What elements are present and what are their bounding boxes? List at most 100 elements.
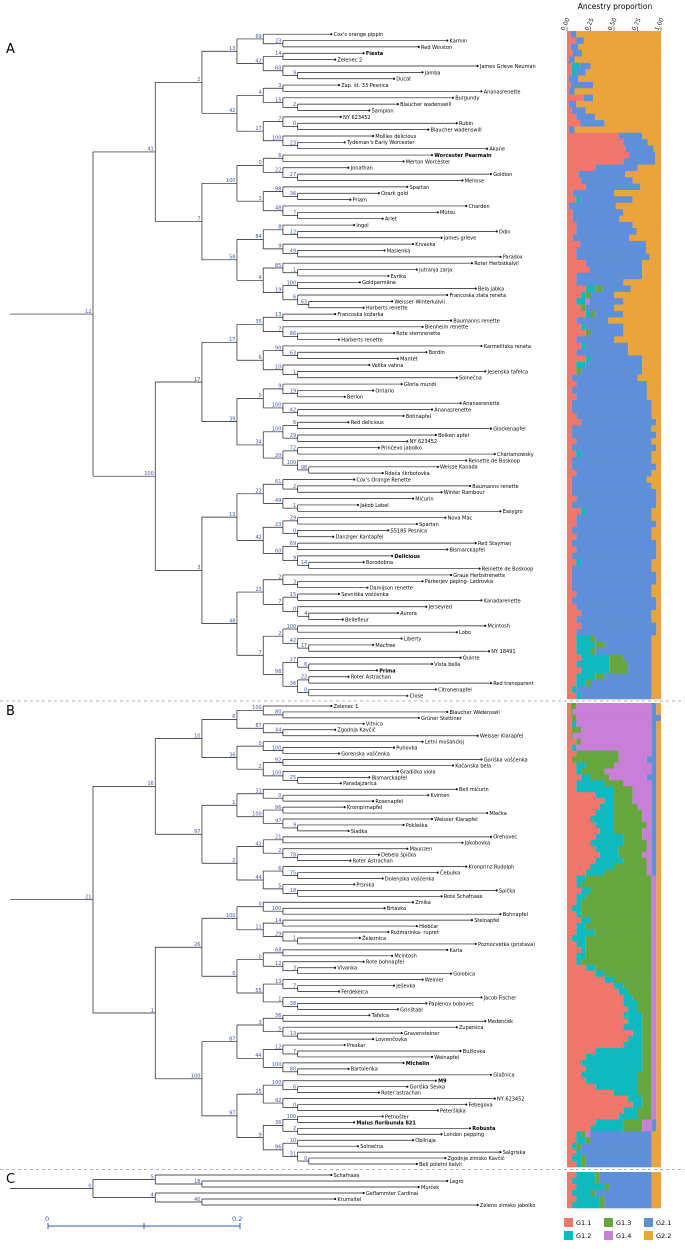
ancestry-bar-segment — [656, 786, 661, 793]
support-value: 29 — [290, 433, 296, 439]
ancestry-bar-segment — [571, 107, 586, 114]
ancestry-bar-segment — [567, 708, 571, 716]
taxon-label: Beli mičurin — [459, 786, 489, 793]
ancestry-bar-segment — [570, 732, 573, 739]
ancestry-bar-segment — [628, 349, 661, 356]
ancestry-bar-segment — [567, 929, 577, 936]
taxon-label: Bordin — [429, 350, 445, 356]
ancestry-bar-segment — [656, 905, 661, 912]
ancestry-bar-segment — [567, 869, 586, 876]
ancestry-bar-segment — [570, 708, 573, 716]
ancestry-bar-segment — [656, 881, 661, 888]
ancestry-bar-segment — [629, 234, 661, 242]
ancestry-bar-segment — [576, 279, 624, 286]
ancestry-bar-segment — [642, 833, 652, 841]
support-value: 2 — [293, 484, 296, 490]
ancestry-bar-segment — [581, 1071, 638, 1079]
ancestry-bar-segment — [656, 875, 661, 882]
taxon-label: Dolenjska voščenka — [385, 875, 435, 882]
ancestry-bar-segment — [595, 821, 614, 829]
taxon-label: Jamba — [424, 70, 441, 76]
taxon-label: Jonathan — [350, 166, 373, 172]
ancestry-bar-segment — [651, 457, 661, 464]
ancestry-bar-segment — [642, 1059, 652, 1067]
ancestry-bar-segment — [567, 946, 582, 954]
ancestry-bar-segment — [572, 732, 652, 739]
ancestry-bar-segment — [580, 196, 633, 204]
ancestry-bar-segment — [568, 75, 579, 83]
ancestry-bar-segment — [651, 1149, 661, 1156]
ancestry-bar-segment — [651, 1071, 657, 1079]
support-value: 100 — [272, 1062, 282, 1068]
ancestry-bar-segment — [651, 994, 657, 1001]
ancestry-bar-segment — [571, 62, 580, 70]
support-value: 100 — [226, 178, 236, 184]
ancestry-bar-segment — [585, 310, 591, 318]
ancestry-bar-segment — [646, 476, 661, 483]
taxon-label: Goldion — [493, 172, 512, 178]
ancestry-bar-segment — [581, 1059, 643, 1067]
support-value: 5 — [151, 1174, 154, 1180]
ancestry-bar-segment — [581, 738, 652, 745]
taxon-label: Blenheim renette — [425, 325, 468, 331]
ancestry-bar-segment — [602, 285, 631, 293]
ancestry-bar-segment — [567, 310, 586, 318]
legend-label: G2.2 — [656, 1231, 672, 1240]
ancestry-bar-segment — [656, 756, 661, 763]
ancestry-bar-segment — [608, 317, 661, 324]
ancestry-bar-segment — [567, 1030, 633, 1037]
ancestry-bar-segment — [576, 875, 586, 882]
ancestry-bar-segment — [618, 132, 643, 140]
ancestry-bar-segment — [655, 158, 661, 165]
ancestry-bar-segment — [567, 667, 582, 674]
ancestry-bar-segment — [567, 935, 572, 942]
ancestry-bar-segment — [571, 726, 582, 734]
ancestry-bar-segment — [642, 1042, 652, 1049]
ancestry-bar-segment — [567, 571, 572, 579]
support-value: 9 — [293, 823, 296, 829]
ancestry-bar-segment — [651, 911, 657, 918]
ancestry-bar-segment — [642, 260, 661, 267]
ancestry-bar-segment — [614, 810, 643, 817]
taxon-label: Weisser Winterkalvil — [394, 299, 445, 305]
panel-label-b: B — [6, 704, 15, 719]
ancestry-bar-segment — [576, 514, 652, 522]
ancestry-bar-segment — [646, 845, 652, 853]
ancestry-bar-segment — [623, 1107, 638, 1114]
support-value: 12 — [275, 961, 281, 967]
ancestry-bar-segment — [581, 905, 652, 912]
ancestry-bar-segment — [576, 940, 586, 948]
ancestry-bar-segment — [567, 917, 582, 924]
ancestry-bar-segment — [567, 893, 577, 900]
ancestry-bar-segment — [618, 756, 647, 763]
taxon-label: Karla — [450, 948, 463, 954]
ancestry-bar-segment — [578, 43, 661, 51]
ancestry-bar-segment — [614, 816, 643, 823]
support-value: 78 — [290, 852, 296, 858]
support-value: 40 — [194, 1197, 200, 1203]
taxon-label: Michelin — [406, 1061, 430, 1067]
taxon-label: Cox's Orange Renette — [356, 477, 411, 483]
ancestry-bar-segment — [567, 578, 572, 585]
legend-swatch-g1-3 — [604, 1218, 613, 1227]
ancestry-bar-segment — [567, 145, 626, 153]
support-value: 100 — [287, 280, 297, 286]
ancestry-bar-segment — [567, 660, 577, 668]
ancestry-bar-segment — [646, 863, 652, 870]
ancestry-bar-segment — [576, 923, 586, 930]
support-value: 7 — [293, 1049, 296, 1055]
support-value: 100 — [191, 1074, 201, 1080]
support-value: 0 — [259, 160, 262, 166]
ancestry-bar-segment — [604, 1202, 652, 1209]
ancestry-bar-segment — [567, 1036, 629, 1043]
ancestry-bar-segment — [651, 1042, 657, 1049]
ancestry-bar-segment — [576, 768, 582, 775]
support-value: 1 — [278, 997, 281, 1003]
ancestry-bar-segment — [599, 804, 614, 811]
taxon-label: Odin — [499, 229, 511, 235]
ancestry-bar-segment — [576, 881, 582, 888]
support-value: 6 — [259, 355, 262, 361]
ancestry-bar-segment — [567, 425, 572, 433]
ancestry-bar-segment — [656, 495, 661, 503]
taxon-label: Vitnica — [366, 722, 383, 728]
